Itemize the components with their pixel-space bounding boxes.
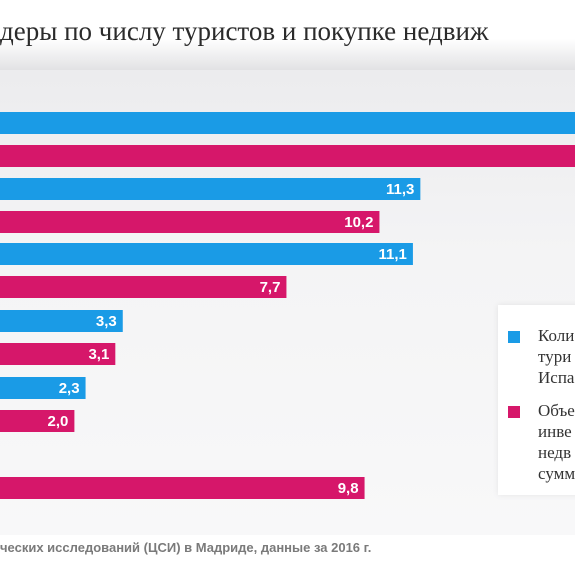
legend: Коли тури Испа Объе инве недв сумм bbox=[498, 305, 575, 495]
bar-label-realestate-1: 10,2 bbox=[344, 214, 373, 231]
source-note: ческих исследований (ЦСИ) в Мадриде, дан… bbox=[0, 540, 372, 555]
legend-label-realestate: Объе инве недв сумм bbox=[538, 401, 575, 483]
bar-realestate-2 bbox=[0, 276, 287, 298]
bar-realestate-5 bbox=[0, 477, 365, 499]
title-band bbox=[0, 0, 575, 70]
bar-label-realestate-4: 2,0 bbox=[48, 413, 69, 430]
bar-tourists-3 bbox=[0, 310, 123, 332]
legend-label-tourists: Коли тури Испа bbox=[538, 326, 575, 387]
bar-realestate-3 bbox=[0, 343, 116, 365]
bar-realestate-4 bbox=[0, 410, 75, 432]
bar-realestate-0 bbox=[0, 145, 575, 167]
bar-tourists-1 bbox=[0, 178, 421, 200]
bar-label-tourists-2: 11,1 bbox=[379, 246, 407, 263]
legend-swatch-tourists bbox=[508, 331, 520, 343]
bar-label-realestate-2: 7,7 bbox=[260, 279, 281, 296]
bar-label-realestate-5: 9,8 bbox=[338, 480, 359, 497]
bar-tourists-4 bbox=[0, 377, 86, 399]
bar-label-tourists-3: 3,3 bbox=[96, 313, 117, 330]
chart-title: деры по числу туристов и покупке недвиж bbox=[0, 16, 489, 46]
bar-tourists-2 bbox=[0, 243, 413, 265]
bar-realestate-1 bbox=[0, 211, 380, 233]
bar-label-tourists-1: 11,3 bbox=[386, 181, 414, 198]
legend-swatch-realestate bbox=[508, 406, 520, 418]
bar-label-tourists-4: 2,3 bbox=[59, 380, 80, 397]
bar-tourists-0 bbox=[0, 112, 575, 134]
bar-label-realestate-3: 3,1 bbox=[88, 346, 109, 363]
